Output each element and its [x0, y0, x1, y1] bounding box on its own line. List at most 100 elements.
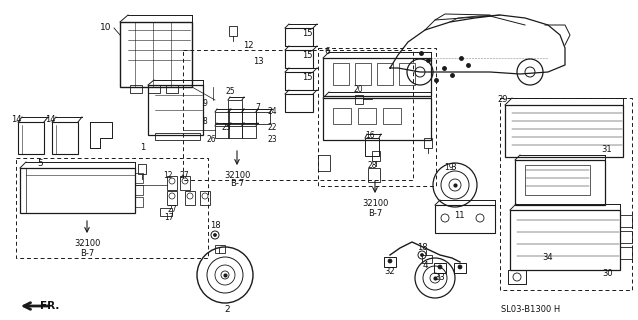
- Circle shape: [214, 234, 216, 236]
- Bar: [135, 185, 143, 195]
- Text: 7: 7: [256, 103, 260, 113]
- Text: 27: 27: [167, 205, 177, 214]
- Text: 13: 13: [253, 58, 263, 67]
- Bar: [52, 122, 78, 154]
- Text: B-7: B-7: [80, 249, 94, 258]
- Text: 34: 34: [543, 253, 553, 262]
- Bar: [16, 158, 208, 258]
- Text: 14: 14: [11, 116, 21, 124]
- Text: 25: 25: [221, 124, 231, 132]
- Bar: [368, 168, 380, 182]
- Bar: [167, 191, 177, 205]
- Bar: [155, 133, 200, 140]
- Bar: [229, 26, 237, 36]
- Text: 12: 12: [242, 41, 253, 50]
- Text: 10: 10: [100, 23, 112, 33]
- Bar: [333, 108, 351, 124]
- Circle shape: [438, 265, 442, 269]
- Bar: [215, 112, 229, 124]
- Bar: [355, 95, 363, 104]
- Text: 4: 4: [422, 260, 428, 269]
- Text: FR.: FR.: [40, 301, 59, 311]
- Text: 32100: 32100: [224, 171, 250, 180]
- Text: 14: 14: [45, 116, 56, 124]
- Bar: [228, 126, 242, 138]
- Text: 20: 20: [353, 85, 363, 94]
- Text: 31: 31: [602, 146, 612, 155]
- Text: 6: 6: [324, 47, 330, 57]
- Text: 5: 5: [37, 158, 43, 167]
- Bar: [515, 160, 605, 205]
- Bar: [285, 72, 313, 90]
- Bar: [383, 108, 401, 124]
- Bar: [242, 112, 256, 124]
- Text: 15: 15: [302, 51, 312, 60]
- Text: 2: 2: [224, 306, 230, 315]
- Text: 28: 28: [367, 161, 377, 170]
- Text: 33: 33: [434, 274, 445, 283]
- Text: 27: 27: [179, 171, 189, 180]
- Text: SL03-B1300 H: SL03-B1300 H: [501, 306, 560, 315]
- Circle shape: [458, 265, 462, 269]
- Text: 15: 15: [302, 73, 312, 82]
- Text: 18: 18: [417, 244, 427, 252]
- Bar: [215, 245, 225, 253]
- Bar: [167, 176, 177, 190]
- Text: 23: 23: [267, 135, 277, 145]
- Text: 16: 16: [365, 131, 375, 140]
- Text: 30: 30: [603, 268, 613, 277]
- Text: 1: 1: [140, 142, 145, 151]
- Text: 18: 18: [210, 220, 220, 229]
- Circle shape: [420, 253, 424, 257]
- Bar: [138, 164, 146, 174]
- Bar: [435, 205, 495, 233]
- Bar: [500, 98, 632, 290]
- Bar: [510, 210, 620, 270]
- Bar: [160, 208, 172, 216]
- Bar: [399, 63, 415, 85]
- Text: 3: 3: [450, 164, 456, 172]
- Bar: [135, 173, 143, 183]
- Bar: [333, 63, 349, 85]
- Bar: [365, 138, 379, 156]
- Text: 32100: 32100: [74, 239, 100, 249]
- Bar: [620, 247, 632, 259]
- Text: 15: 15: [302, 28, 312, 37]
- Text: 17: 17: [164, 213, 174, 222]
- Bar: [135, 197, 143, 207]
- Bar: [318, 48, 436, 186]
- Bar: [358, 108, 376, 124]
- Bar: [525, 165, 590, 195]
- Text: 22: 22: [267, 124, 277, 132]
- Text: B-7: B-7: [230, 180, 244, 188]
- Bar: [323, 98, 431, 140]
- Bar: [200, 191, 210, 205]
- Text: 24: 24: [267, 108, 277, 116]
- Text: 25: 25: [225, 87, 235, 97]
- Bar: [18, 122, 44, 154]
- Bar: [508, 270, 526, 284]
- Bar: [130, 85, 142, 93]
- Bar: [454, 263, 466, 273]
- Bar: [372, 151, 380, 161]
- Bar: [620, 215, 632, 227]
- Bar: [183, 50, 413, 180]
- Text: 12: 12: [163, 171, 173, 180]
- Bar: [377, 63, 393, 85]
- Bar: [318, 155, 330, 171]
- Bar: [422, 255, 432, 263]
- Bar: [120, 22, 192, 87]
- Text: B-7: B-7: [368, 209, 382, 218]
- Bar: [505, 105, 623, 157]
- Bar: [148, 85, 203, 135]
- Bar: [424, 138, 432, 148]
- Bar: [434, 263, 446, 273]
- Bar: [323, 58, 431, 96]
- Bar: [148, 85, 160, 93]
- Bar: [185, 191, 195, 205]
- Bar: [256, 112, 270, 124]
- Text: 26: 26: [206, 135, 216, 145]
- Bar: [215, 126, 229, 138]
- Bar: [228, 112, 242, 124]
- Text: 29: 29: [498, 95, 508, 105]
